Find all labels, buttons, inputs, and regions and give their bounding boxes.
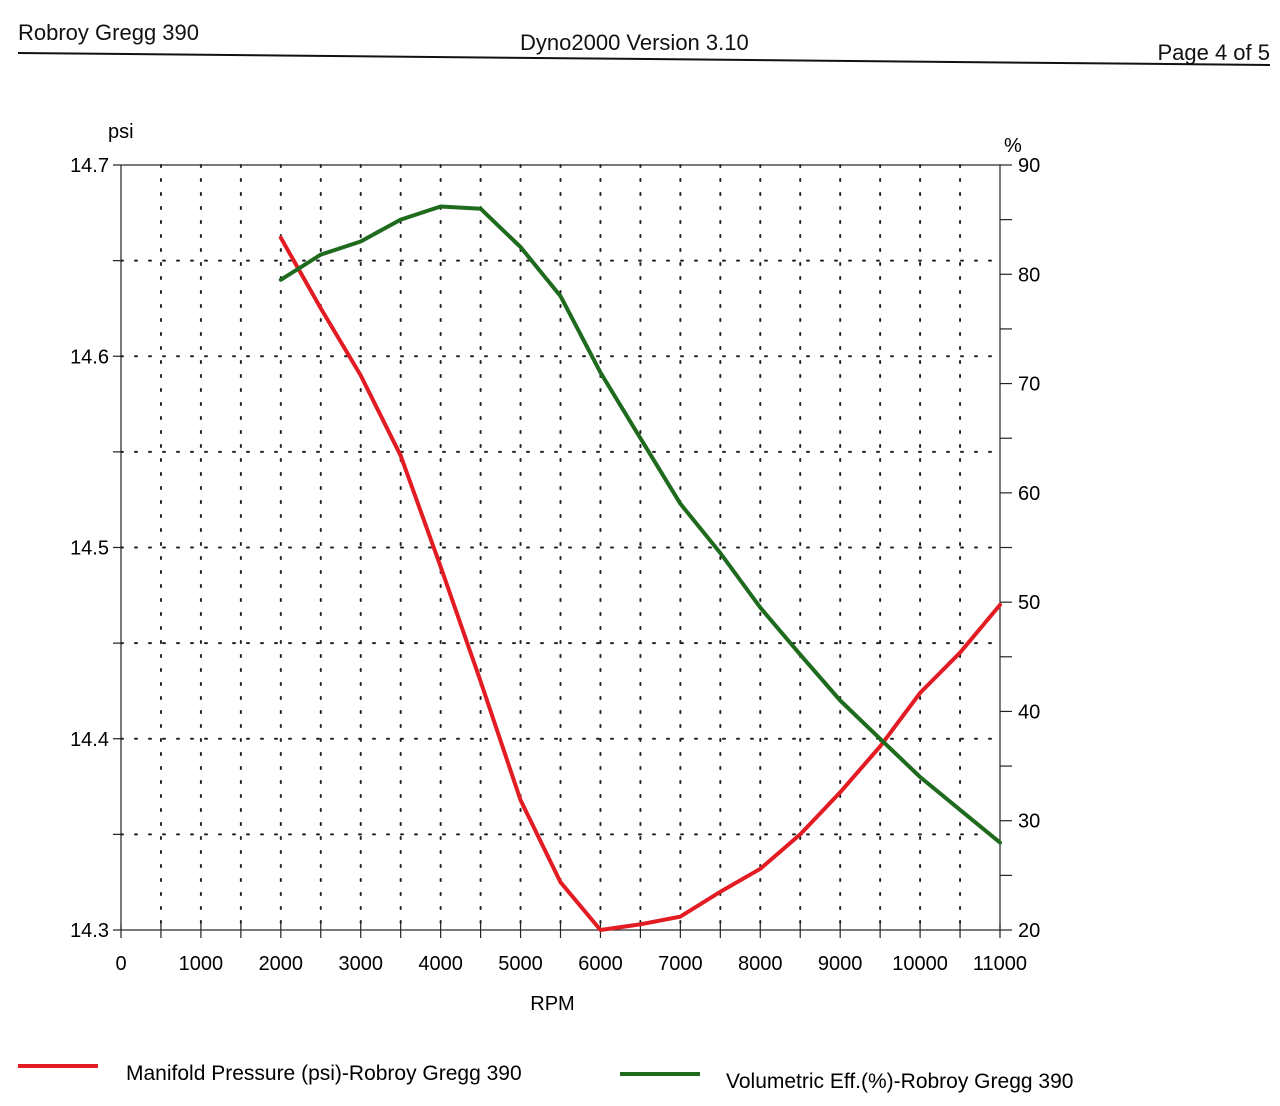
header-left-title: Robroy Gregg 390 <box>18 20 199 45</box>
x-axis-tick-label: 2000 <box>259 953 304 975</box>
y-right-tick-label: 70 <box>1018 374 1040 396</box>
y-left-tick-label: 14.4 <box>70 729 109 751</box>
x-axis-tick-label: 0 <box>115 953 126 975</box>
x-axis-tick-label: 4000 <box>418 953 463 975</box>
legend-label-1: Volumetric Eff.(%)-Robroy Gregg 390 <box>726 1070 1073 1093</box>
chart-ticks: 0 1000 2000 3000 4000 5000 6000 7000 8000 9000 100… <box>70 155 1040 975</box>
y-right-tick-label: 20 <box>1018 920 1040 942</box>
series-line-0 <box>278 235 1002 932</box>
x-axis-tick-label: 10000 <box>892 953 948 975</box>
y-right-tick-label: 30 <box>1018 811 1040 833</box>
y-right-tick-label: 40 <box>1018 701 1040 723</box>
y-right-tick-label: 80 <box>1018 264 1040 286</box>
y-right-tick-label: 50 <box>1018 592 1040 614</box>
x-axis-tick-label: 8000 <box>738 953 783 975</box>
x-axis-tick-label: 7000 <box>658 953 703 975</box>
x-axis-tick-label: 9000 <box>818 953 863 975</box>
y-left-tick-label: 14.3 <box>70 920 109 942</box>
x-axis-tick-label: 3000 <box>338 953 383 975</box>
legend-label-0: Manifold Pressure (psi)-Robroy Gregg 390 <box>126 1062 522 1085</box>
y-left-tick-label: 14.7 <box>70 155 109 177</box>
y-left-axis-unit: psi <box>108 121 134 143</box>
x-axis-tick-label: 1000 <box>179 953 224 975</box>
y-right-axis-unit: % <box>1004 135 1022 157</box>
x-axis-title: RPM <box>530 993 574 1015</box>
x-axis-tick-label: 5000 <box>498 953 543 975</box>
y-right-tick-label: 90 <box>1018 155 1040 177</box>
chart-legend: Manifold Pressure (psi)-Robroy Gregg 390… <box>18 1062 1073 1093</box>
header-center-title: Dyno2000 Version 3.10 <box>520 30 749 55</box>
y-left-tick-label: 14.6 <box>70 346 109 368</box>
y-left-tick-label: 14.5 <box>70 538 109 560</box>
header-page-number: Page 4 of 5 <box>1157 40 1270 65</box>
series-line-1 <box>278 204 1002 845</box>
x-axis-tick-label: 6000 <box>578 953 623 975</box>
x-axis-tick-label: 11000 <box>973 953 1027 975</box>
chart-grid <box>120 164 1001 931</box>
y-right-tick-label: 60 <box>1018 483 1040 505</box>
chart-series <box>278 204 1002 932</box>
